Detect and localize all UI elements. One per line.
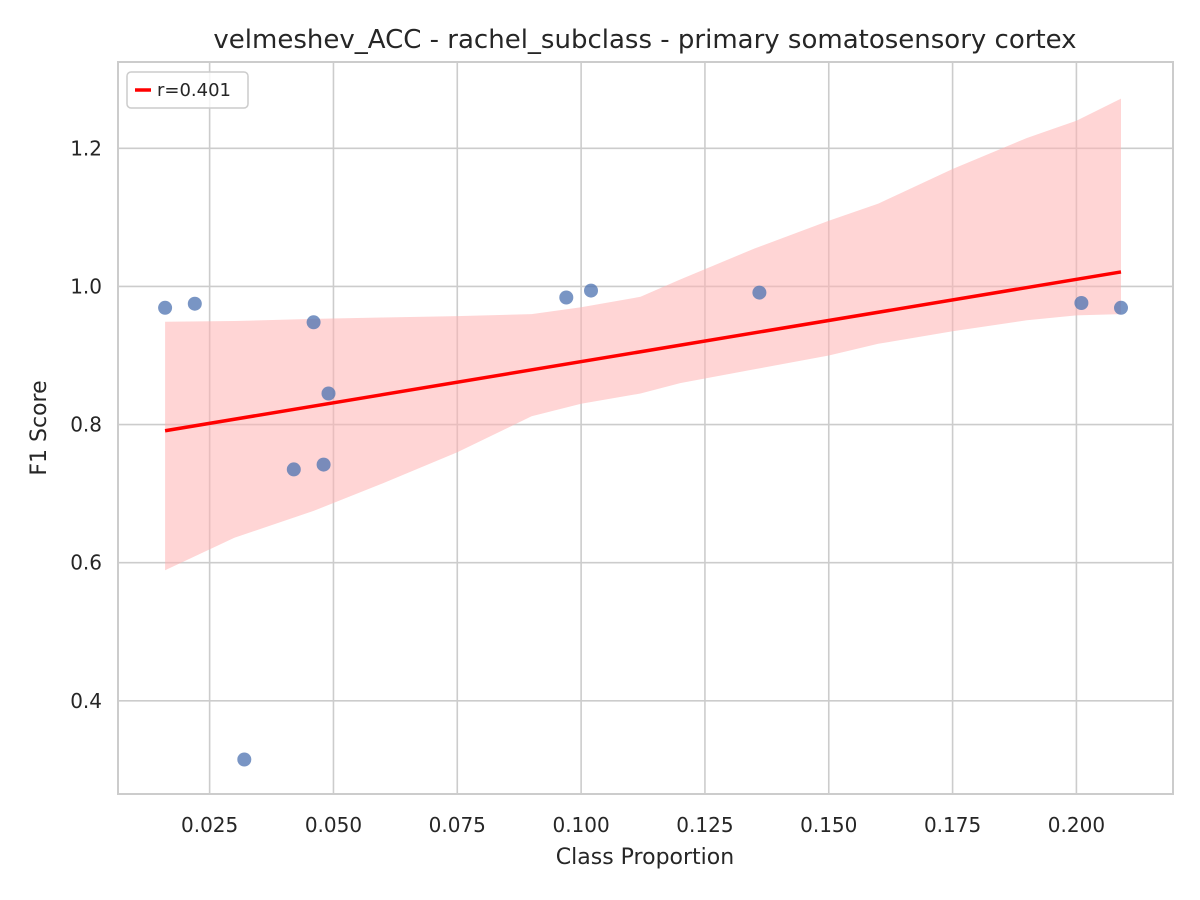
- legend-box: [126, 71, 249, 109]
- x-tick-label: 0.200: [1048, 813, 1105, 837]
- x-axis-label: Class Proportion: [556, 845, 734, 870]
- scatter-point: [187, 296, 202, 311]
- x-tick-labels: 0.025 0.050 0.075 0.100 0.125 0.150 0.175 0.200: [181, 813, 1105, 837]
- scatter-point: [1114, 300, 1128, 315]
- scatter-point: [584, 283, 598, 298]
- scatter-point: [316, 457, 331, 472]
- plot-frame: [117, 61, 1174, 795]
- y-tick-label: 1.0: [70, 274, 102, 298]
- legend-label: r=0.401: [157, 80, 231, 101]
- x-tick-label: 0.175: [924, 813, 981, 837]
- x-tick-label: 0.025: [181, 813, 238, 837]
- y-tick-label: 1.2: [70, 136, 102, 160]
- scatter-point: [559, 290, 574, 305]
- y-tick-label: 0.8: [70, 413, 102, 437]
- chart-title: velmeshev_ACC - rachel_subclass - primar…: [213, 25, 1076, 55]
- scatter-point: [306, 315, 321, 330]
- scatter-point: [1074, 296, 1089, 310]
- scatter-points: [158, 283, 1128, 767]
- x-tick-label: 0.125: [676, 813, 733, 837]
- y-tick-label: 0.6: [70, 551, 102, 575]
- x-tick-label: 0.100: [552, 813, 609, 837]
- fit-line-layer: [164, 270, 1122, 433]
- legend: r=0.401: [126, 71, 249, 109]
- scatter-point: [286, 462, 301, 477]
- x-tick-label: 0.075: [429, 813, 486, 837]
- scatter-point: [321, 386, 336, 401]
- scatter-point: [237, 752, 252, 767]
- x-tick-label: 0.050: [305, 813, 362, 837]
- confidence-band: [165, 98, 1122, 571]
- scatter-point: [158, 300, 173, 315]
- y-tick-label: 0.4: [70, 689, 102, 713]
- fit-line: [164, 270, 1122, 433]
- y-tick-labels: 0.4 0.6 0.8 1.0 1.2: [70, 136, 102, 712]
- confidence-band-layer: [165, 98, 1122, 571]
- x-tick-label: 0.150: [800, 813, 857, 837]
- y-axis-label: F1 Score: [27, 380, 52, 475]
- scatter-point: [752, 285, 767, 300]
